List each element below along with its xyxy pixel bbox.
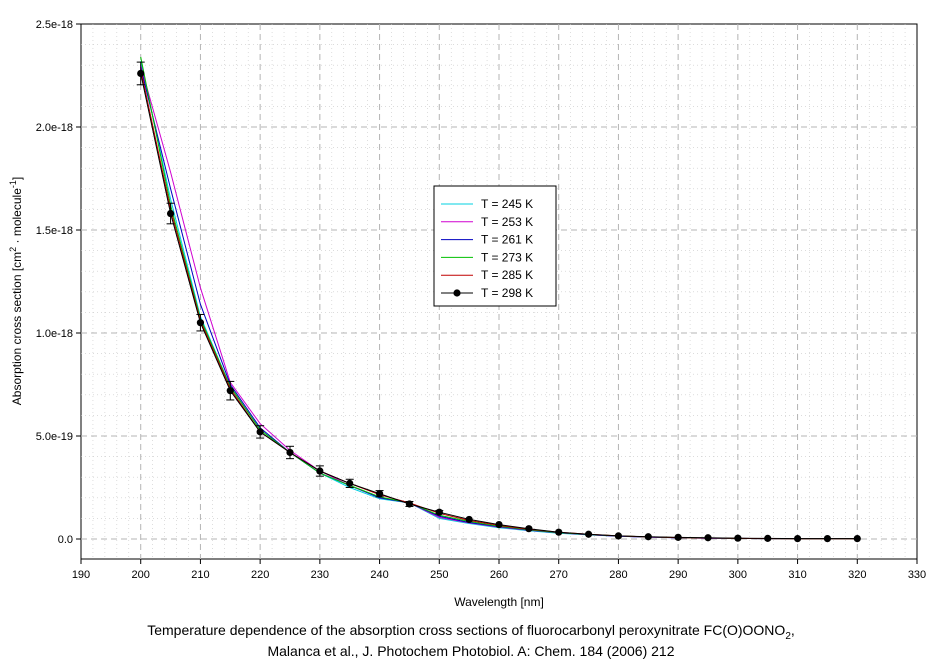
data-point (584, 530, 593, 538)
x-tick-label: 320 (848, 569, 866, 581)
data-point (465, 515, 473, 524)
y-axis-title: Absorption cross section [cm2 · molecule… (8, 177, 24, 405)
data-point (823, 534, 832, 543)
legend-label: T = 285 K (481, 268, 533, 282)
legend-item: T = 273 K (441, 250, 533, 264)
x-tick-label: 310 (788, 569, 806, 581)
data-point (435, 508, 443, 516)
x-tick-label: 220 (251, 569, 269, 581)
x-tick-label: 270 (550, 569, 568, 581)
data-point (764, 534, 772, 542)
legend-label: T = 298 K (481, 286, 533, 300)
axis-ticks (76, 23, 918, 564)
tick-labels: 190 200 210 220 230 240 250 260 270 280 290 300 310 3… (36, 19, 926, 581)
data-point (674, 533, 682, 541)
series-layer (136, 56, 861, 543)
data-point (316, 467, 324, 475)
legend-label: T = 273 K (481, 250, 533, 264)
x-tick-label: 300 (729, 569, 747, 581)
x-tick-label: 290 (669, 569, 687, 581)
caption-line-2: Malanca et al., J. Photochem Photobiol. … (267, 643, 675, 659)
data-point (226, 387, 234, 395)
chart: 190 200 210 220 230 240 250 260 270 280 290 300 310 3… (8, 19, 926, 609)
legend-item: T = 285 K (441, 268, 533, 282)
x-tick-label: 280 (609, 569, 627, 581)
data-point (286, 448, 294, 457)
y-tick-label: 2.5e-18 (36, 19, 73, 31)
data-point (346, 479, 354, 487)
x-tick-label: 190 (72, 569, 90, 581)
x-tick-label: 230 (311, 569, 329, 581)
data-point (704, 534, 712, 542)
data-point (644, 533, 652, 541)
legend-item: T = 245 K (441, 197, 533, 211)
data-point (495, 520, 503, 529)
data-point (793, 534, 802, 543)
data-point (166, 209, 175, 218)
x-tick-label: 200 (132, 569, 150, 581)
x-tick-label: 240 (370, 569, 388, 581)
data-point (196, 319, 205, 327)
x-tick-label: 260 (490, 569, 508, 581)
legend-label: T = 253 K (481, 215, 533, 229)
legend: T = 245 K T = 253 K T = 261 K T = 273 K T = … (433, 185, 557, 307)
x-tick-label: 250 (430, 569, 448, 581)
data-point (137, 69, 145, 78)
legend-label: T = 261 K (481, 233, 533, 247)
data-point (525, 525, 533, 533)
data-point (256, 428, 264, 436)
legend-item: T = 253 K (441, 215, 533, 229)
legend-item: T = 298 K (441, 286, 533, 300)
y-tick-label: 1.5e-18 (36, 225, 73, 237)
y-tick-label: 5.0e-19 (36, 431, 73, 443)
data-point (375, 490, 384, 498)
caption-line-1: Temperature dependence of the absorption… (147, 622, 795, 642)
x-tick-label: 330 (908, 569, 926, 581)
grid (81, 24, 917, 559)
data-point (555, 528, 563, 536)
y-tick-label: 1.0e-18 (36, 328, 73, 340)
y-tick-label: 2.0e-18 (36, 122, 73, 134)
x-tick-label: 210 (191, 569, 209, 581)
data-point (405, 500, 414, 508)
data-point (734, 534, 742, 542)
legend-label: T = 245 K (481, 197, 533, 211)
data-point (853, 534, 861, 543)
legend-item: T = 261 K (441, 233, 533, 247)
legend-marker (453, 289, 461, 297)
series-298k (136, 61, 861, 543)
y-tick-label: 0.0 (58, 534, 73, 546)
x-axis-title: Wavelength [nm] (454, 595, 544, 609)
data-point (614, 532, 623, 540)
legend-box (433, 185, 557, 307)
